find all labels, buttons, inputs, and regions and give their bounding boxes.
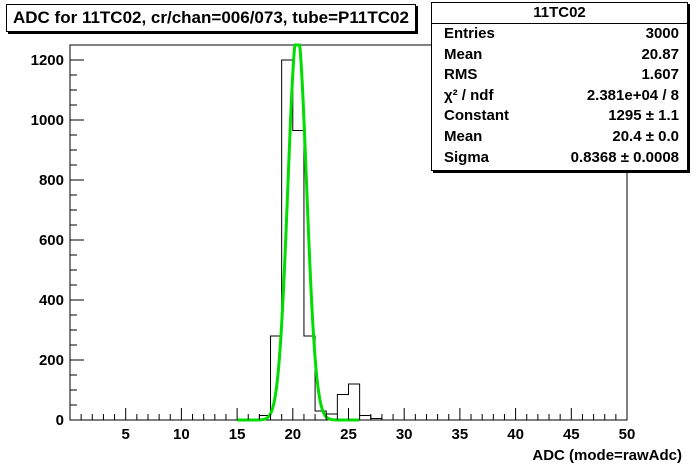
stats-label: Constant xyxy=(444,107,509,125)
stats-row: Mean 20.4 ± 0.0 xyxy=(432,127,687,148)
x-tick-label: 35 xyxy=(452,426,469,443)
y-tick-label: 1000 xyxy=(31,112,64,129)
stats-row: RMS 1.607 xyxy=(432,65,687,86)
stats-row: Entries 3000 xyxy=(432,24,687,45)
x-tick-label: 20 xyxy=(284,426,301,443)
stats-row: Sigma 0.8368 ± 0.0008 xyxy=(432,148,687,169)
stats-label: Sigma xyxy=(444,148,490,166)
y-tick-label: 200 xyxy=(39,352,64,369)
stats-value: 1295 ± 1.1 xyxy=(608,107,679,125)
stats-value: 20.4 ± 0.0 xyxy=(612,127,679,145)
x-tick-label: 30 xyxy=(396,426,413,443)
x-tick-label: 10 xyxy=(173,426,190,443)
x-tick-label: 25 xyxy=(340,426,357,443)
stats-label: RMS xyxy=(444,66,478,84)
fit-curve xyxy=(237,43,360,422)
stats-row: Constant 1295 ± 1.1 xyxy=(432,106,687,127)
stats-label: χ² / ndf xyxy=(444,86,494,104)
y-tick-label: 400 xyxy=(39,292,64,309)
stats-box: 11TC02 Entries 3000 Mean 20.87 RMS 1.607 χ² / … xyxy=(431,2,688,171)
y-tick-label: 1200 xyxy=(31,52,64,69)
y-tick-label: 600 xyxy=(39,232,64,249)
stats-row: Mean 20.87 xyxy=(432,45,687,66)
stats-label: Mean xyxy=(444,45,483,63)
stats-value: 3000 xyxy=(645,25,679,42)
x-axis-label: ADC (mode=rawAdc) xyxy=(532,447,682,464)
y-tick-label: 0 xyxy=(56,412,64,429)
stats-name: 11TC02 xyxy=(432,3,687,24)
stats-value: 1.607 xyxy=(641,66,679,84)
stats-value: 0.8368 ± 0.0008 xyxy=(570,148,679,166)
stats-label: Mean xyxy=(444,127,483,145)
x-tick-label: 40 xyxy=(507,426,524,443)
x-tick-label: 45 xyxy=(563,426,580,443)
x-tick-label: 50 xyxy=(619,426,636,443)
plot-title: ADC for 11TC02, cr/chan=006/073, tube=P1… xyxy=(6,4,416,32)
x-tick-label: 5 xyxy=(122,426,130,443)
stats-row: χ² / ndf 2.381e+04 / 8 xyxy=(432,86,687,107)
y-tick-label: 800 xyxy=(39,172,64,189)
stats-value: 2.381e+04 / 8 xyxy=(586,86,679,104)
stats-value: 20.87 xyxy=(641,45,679,63)
x-tick-label: 15 xyxy=(229,426,246,443)
stats-label: Entries xyxy=(444,25,495,42)
